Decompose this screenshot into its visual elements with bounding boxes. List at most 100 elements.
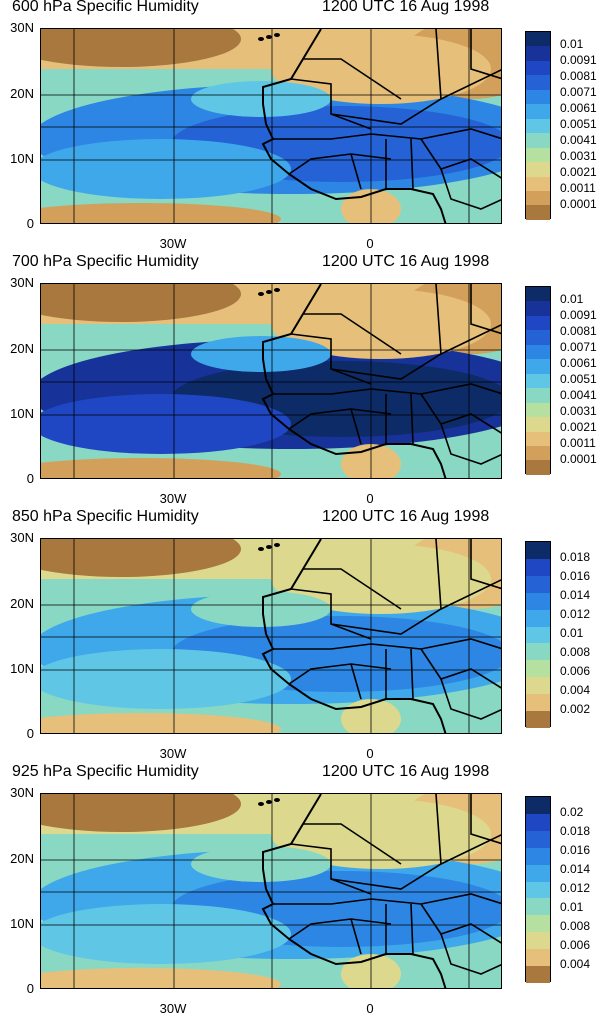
colorbar-segment: [526, 359, 550, 374]
country-border: [330, 324, 501, 380]
country-border: [470, 794, 501, 845]
lat-tick-label: 0: [26, 981, 34, 996]
dry-region: [41, 968, 281, 988]
colorbar-segment: [526, 643, 550, 661]
humidity-map: [40, 793, 502, 989]
colorbar-label: 0.0081: [560, 69, 597, 84]
country-border: [420, 393, 501, 434]
canary-island: [274, 543, 280, 547]
country-border: [420, 138, 501, 179]
colorbar-segment: [526, 46, 550, 61]
country-border: [410, 393, 414, 445]
africa-coastline: [261, 29, 447, 223]
colorbar: [525, 286, 551, 475]
colorbar-label: 0.006: [560, 938, 591, 953]
country-border: [435, 539, 442, 610]
colorbar-label: 0.0031: [560, 148, 597, 163]
lat-tick-label: 30N: [10, 275, 34, 290]
country-border: [273, 383, 501, 395]
colorbar-segment: [526, 542, 550, 559]
colorbar-label: 0.016: [560, 568, 591, 583]
map-panel-2: 700 hPa Specific Humidity 1200 UTC 16 Aug…: [0, 253, 600, 511]
colorbar-segment: [526, 694, 550, 712]
lon-tick-label: 30W: [159, 746, 187, 761]
colorbar-label: 0.0071: [560, 340, 597, 355]
colorbar-segment: [526, 431, 550, 446]
country-border: [440, 423, 501, 465]
lon-tick-label: 0: [366, 491, 374, 506]
colorbar-label: 0.0051: [560, 372, 597, 386]
field-blob: [191, 846, 331, 882]
country-border: [303, 823, 402, 865]
country-border: [440, 933, 501, 975]
dry-region: [41, 29, 241, 67]
colorbar-segment: [526, 205, 550, 220]
colorbar-segment: [526, 881, 550, 899]
canary-island: [274, 798, 280, 802]
colorbar-segment: [526, 133, 550, 148]
canary-island: [266, 290, 272, 294]
country-border: [410, 903, 414, 955]
colorbar-segment: [526, 315, 550, 331]
lon-tick-label: 0: [366, 746, 374, 761]
country-border: [288, 153, 392, 175]
country-border: [350, 153, 362, 190]
country-border: [350, 918, 362, 955]
colorbar-segment: [526, 711, 550, 728]
contour-field: [41, 539, 501, 733]
moist-band: [41, 649, 291, 709]
country-border: [435, 29, 442, 100]
colorbar-label: 0.012: [560, 606, 591, 621]
colorbar-segment: [526, 626, 550, 644]
country-border: [350, 663, 362, 700]
colorbar-segment: [526, 609, 550, 627]
colorbar-label: 0.018: [560, 549, 591, 564]
africa-coastline: [261, 794, 447, 988]
colorbar-label: 0.01: [560, 292, 584, 307]
colorbar-segment: [526, 89, 550, 105]
africa-coastline: [261, 284, 447, 478]
colorbar-label: 0.0081: [560, 324, 597, 339]
colorbar-label: 0.008: [560, 919, 591, 934]
africa-coastline: [261, 539, 447, 733]
lat-tick-label: 10N: [10, 661, 34, 676]
dry-region: [41, 713, 281, 733]
country-border: [435, 794, 442, 865]
panel-title: 850 hPa Specific Humidity: [12, 508, 199, 525]
colorbar-segment: [526, 388, 550, 403]
colorbar-label: 0.004: [560, 683, 591, 698]
colorbar-label: 0.0021: [560, 419, 597, 434]
lat-tick-label: 10N: [10, 151, 34, 166]
colorbar-segment: [526, 301, 550, 316]
colorbar-label: 0.0071: [560, 85, 597, 100]
canary-island: [266, 35, 272, 39]
lat-tick-label: 10N: [10, 916, 34, 931]
country-border: [303, 313, 402, 355]
lat-tick-label: 0: [26, 726, 34, 741]
country-border: [440, 678, 501, 720]
contour-field: [41, 284, 501, 478]
lat-tick-label: 30N: [10, 20, 34, 35]
humidity-map: [40, 28, 502, 224]
lon-tick-label: 30W: [159, 236, 187, 251]
colorbar-segment: [526, 330, 550, 345]
colorbar-segment: [526, 190, 550, 206]
colorbar-label: 0.008: [560, 645, 591, 660]
country-border: [330, 579, 501, 635]
colorbar-segment: [526, 373, 550, 389]
colorbar-label: 0.0011: [560, 180, 596, 195]
country-border: [303, 568, 402, 610]
colorbar-segment: [526, 813, 550, 831]
country-border: [470, 29, 501, 80]
country-border: [330, 69, 501, 125]
colorbar-label: 0.006: [560, 664, 591, 679]
canary-island: [258, 802, 264, 806]
colorbar-segment: [526, 147, 550, 163]
lon-tick-label: 0: [366, 236, 374, 251]
country-border: [470, 539, 501, 590]
country-border: [288, 918, 392, 940]
lon-tick-label: 30W: [159, 491, 187, 506]
country-border: [440, 168, 501, 210]
colorbar-segment: [526, 445, 550, 461]
colorbar-segment: [526, 176, 550, 191]
